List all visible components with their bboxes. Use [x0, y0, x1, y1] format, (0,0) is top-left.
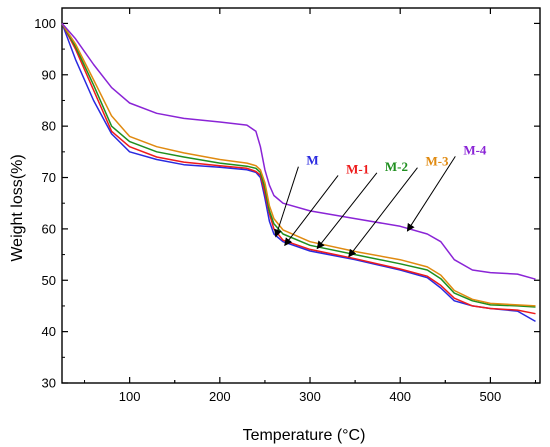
x-tick-label: 200	[209, 389, 231, 404]
x-tick-label: 300	[299, 389, 321, 404]
series-label-m-4: M-4	[463, 142, 487, 157]
x-axis-title: Temperature (°C)	[243, 427, 366, 444]
series-arrow-m-4	[406, 156, 456, 232]
series-arrow-m-1	[284, 175, 339, 247]
series-label-m-3: M-3	[425, 154, 449, 169]
x-tick-label: 100	[119, 389, 141, 404]
series-line-m-2	[61, 23, 536, 308]
series-label-m: M	[306, 153, 318, 168]
y-tick-label: 80	[42, 119, 56, 134]
y-tick-label: 50	[42, 273, 56, 288]
series-arrow-m-3	[348, 167, 418, 258]
x-tick-label: 500	[480, 389, 502, 404]
series-line-m-1	[61, 23, 536, 315]
x-tick-label: 400	[389, 389, 411, 404]
series-line-m	[61, 23, 536, 323]
plot-area: 100 200 300 400 500 30 40 50 60 70 80 90 100	[34, 7, 541, 404]
series-line-m-3	[61, 22, 536, 307]
series-label-m-2: M-2	[385, 159, 408, 174]
y-axis-title: Weight loss(%)	[9, 154, 26, 261]
series-arrow-m-2	[316, 172, 378, 250]
y-tick-label: 30	[42, 376, 56, 391]
series-label-m-1: M-1	[346, 161, 369, 176]
series-lines	[61, 22, 536, 323]
y-tick-label: 90	[42, 67, 56, 82]
series-line-m-4	[61, 22, 536, 280]
series-annotations: M M-1 M-2 M-3 M-4	[274, 142, 487, 258]
y-tick-label: 40	[42, 324, 56, 339]
plot-frame	[61, 7, 541, 384]
y-tick-label: 60	[42, 221, 56, 236]
y-tick-label: 100	[34, 16, 56, 31]
series-arrow-m	[274, 166, 299, 238]
y-tick-label: 70	[42, 170, 56, 185]
